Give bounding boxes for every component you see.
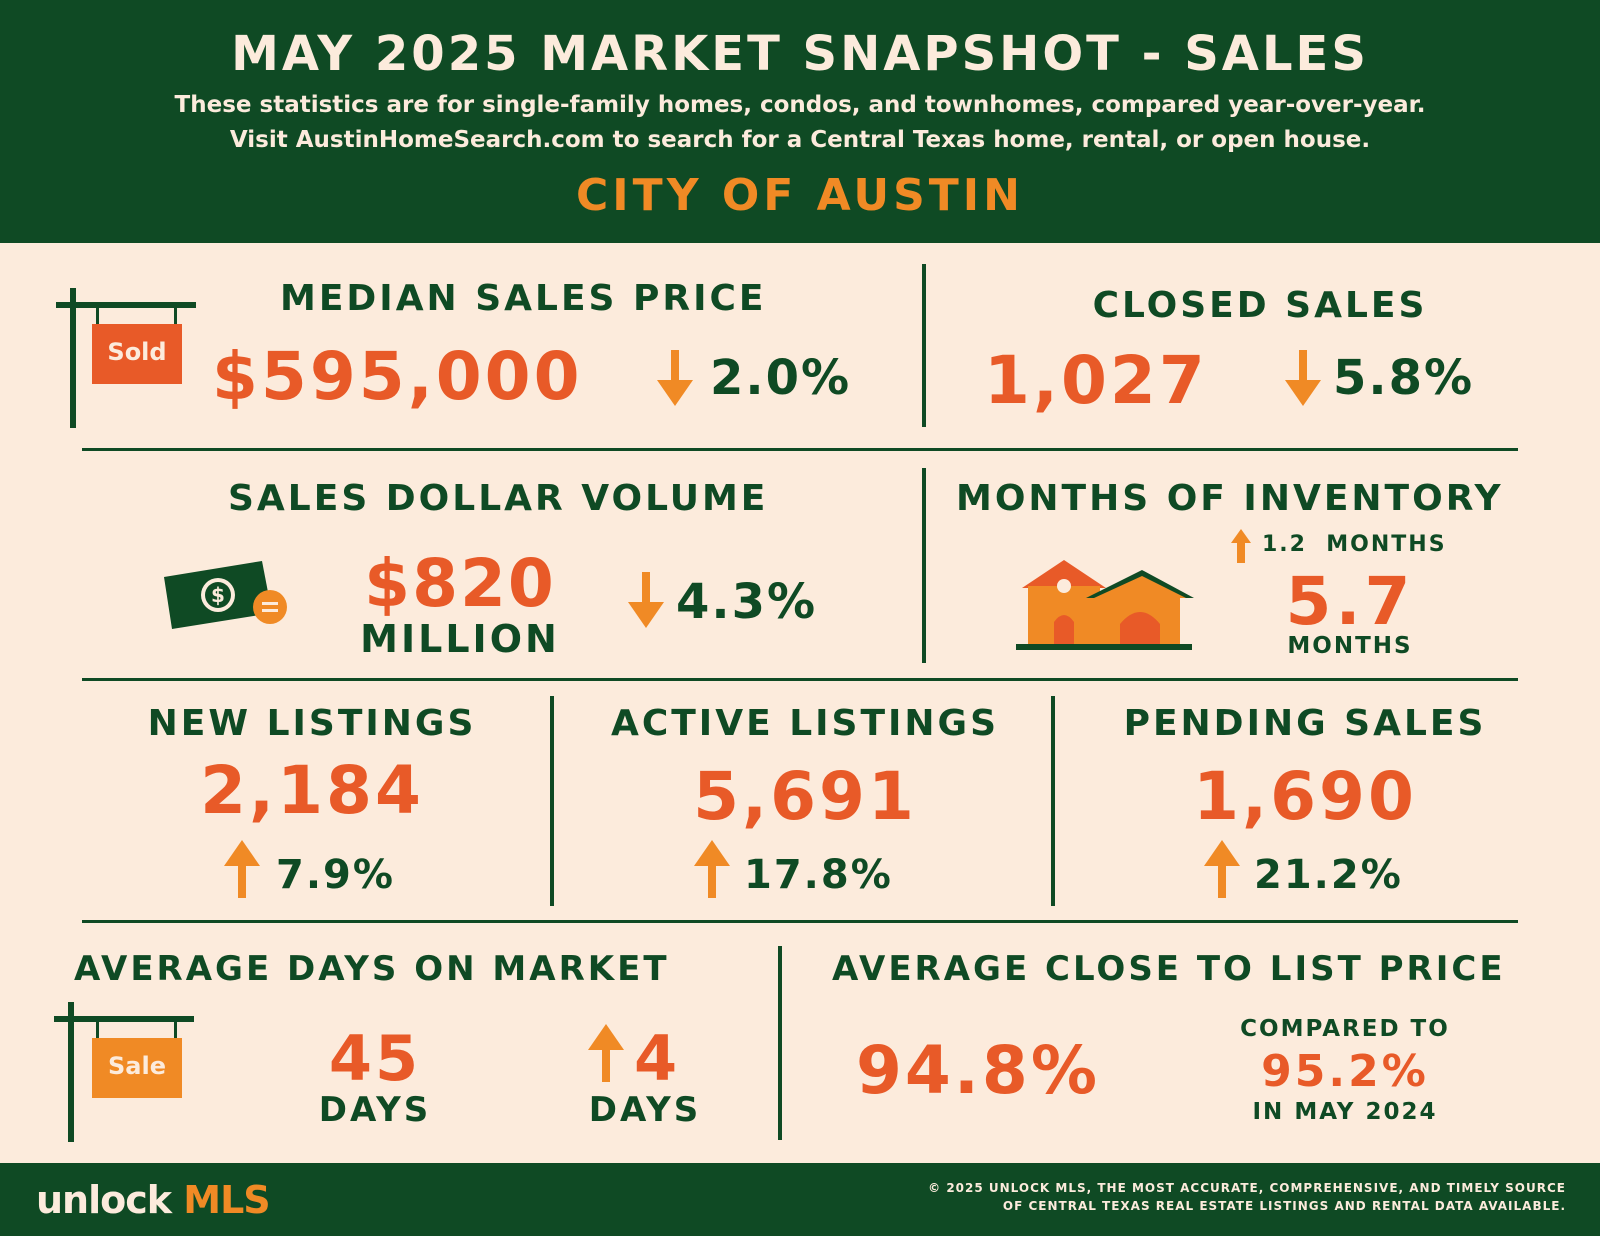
- days-on-market-value: 45: [328, 1022, 422, 1095]
- divider-row2: [922, 468, 926, 663]
- days-on-market-change-unit: DAYS: [588, 1090, 702, 1130]
- house-icon: [1016, 560, 1194, 650]
- divider-row4: [778, 946, 782, 1140]
- up-arrow-icon: [694, 840, 730, 898]
- pending-sales-value: 1,690: [1193, 758, 1417, 835]
- compare-label: COMPARED TO: [1240, 1016, 1450, 1042]
- dollar-bill-icon: $: [164, 561, 287, 629]
- down-arrow-icon: [628, 572, 664, 628]
- divider-row3b: [1051, 696, 1055, 906]
- inventory-label: MONTHS OF INVENTORY: [956, 478, 1504, 519]
- pending-sales-label: PENDING SALES: [1123, 703, 1487, 744]
- copyright-line-1: © 2025 UNLOCK MLS, THE MOST ACCURATE, CO…: [928, 1181, 1566, 1195]
- svg-text:$: $: [211, 583, 225, 607]
- close-to-list-value: 94.8%: [856, 1032, 1100, 1109]
- active-listings-label: ACTIVE LISTINGS: [610, 703, 1000, 744]
- footer-banner: unlock MLS © 2025 UNLOCK MLS, THE MOST A…: [0, 1163, 1600, 1236]
- sold-sign-text: Sold: [107, 338, 167, 366]
- new-listings-value: 2,184: [200, 752, 424, 829]
- new-listings-label: NEW LISTINGS: [147, 703, 477, 744]
- divider-h2: [82, 678, 1518, 681]
- days-on-market-label: AVERAGE DAYS ON MARKET: [74, 949, 670, 989]
- logo-mls-text: MLS: [183, 1178, 270, 1222]
- days-on-market-change: 4: [634, 1022, 678, 1095]
- divider-row1: [922, 264, 926, 427]
- up-arrow-icon: [224, 840, 260, 898]
- up-arrow-icon: [588, 1024, 624, 1082]
- inventory-value: 5.7: [1285, 563, 1415, 640]
- up-arrow-icon: [1204, 840, 1240, 898]
- closed-sales-value: 1,027: [984, 342, 1208, 419]
- subtitle-line-1: These statistics are for single-family h…: [174, 92, 1426, 118]
- close-to-list-label: AVERAGE CLOSE TO LIST PRICE: [832, 949, 1506, 989]
- area-title: CITY OF AUSTIN: [576, 170, 1024, 221]
- sale-sign-icon: [54, 1002, 194, 1142]
- median-price-label: MEDIAN SALES PRICE: [280, 278, 767, 319]
- sold-sign-icon: [56, 288, 196, 428]
- pending-sales-change: 21.2%: [1254, 852, 1403, 898]
- compare-value: 95.2%: [1261, 1046, 1429, 1097]
- closed-sales-change: 5.8%: [1333, 350, 1475, 406]
- subtitle-line-2: Visit AustinHomeSearch.com to search for…: [229, 127, 1371, 153]
- down-arrow-icon: [1285, 350, 1321, 406]
- sale-sign-text: Sale: [108, 1052, 166, 1080]
- copyright-line-2: OF CENTRAL TEXAS REAL ESTATE LISTINGS AN…: [1002, 1199, 1566, 1213]
- inventory-unit: MONTHS: [1287, 633, 1413, 659]
- up-arrow-icon: [1231, 529, 1251, 563]
- dollar-volume-value: $820: [364, 545, 556, 622]
- new-listings-change: 7.9%: [276, 852, 395, 898]
- median-price-value: $595,000: [212, 338, 583, 415]
- divider-h1: [82, 448, 1518, 451]
- active-listings-change: 17.8%: [744, 852, 893, 898]
- dollar-volume-label: SALES DOLLAR VOLUME: [228, 478, 769, 519]
- dollar-volume-unit: MILLION: [360, 617, 560, 661]
- down-arrow-icon: [657, 350, 693, 406]
- header-banner: MAY 2025 MARKET SNAPSHOT - SALES These s…: [0, 0, 1600, 243]
- divider-h3: [82, 920, 1518, 923]
- median-price-change: 2.0%: [710, 350, 852, 406]
- page-title: MAY 2025 MARKET SNAPSHOT - SALES: [231, 26, 1369, 82]
- days-on-market-unit: DAYS: [318, 1090, 432, 1130]
- unlock-mls-logo: unlock MLS: [36, 1178, 271, 1222]
- divider-row3a: [550, 696, 554, 906]
- closed-sales-label: CLOSED SALES: [1092, 285, 1428, 326]
- compare-period: IN MAY 2024: [1252, 1099, 1438, 1125]
- logo-unlock-text: unlock: [36, 1178, 172, 1222]
- dollar-volume-change: 4.3%: [676, 574, 818, 630]
- active-listings-value: 5,691: [693, 758, 917, 835]
- inventory-change: 1.2 MONTHS: [1262, 532, 1447, 557]
